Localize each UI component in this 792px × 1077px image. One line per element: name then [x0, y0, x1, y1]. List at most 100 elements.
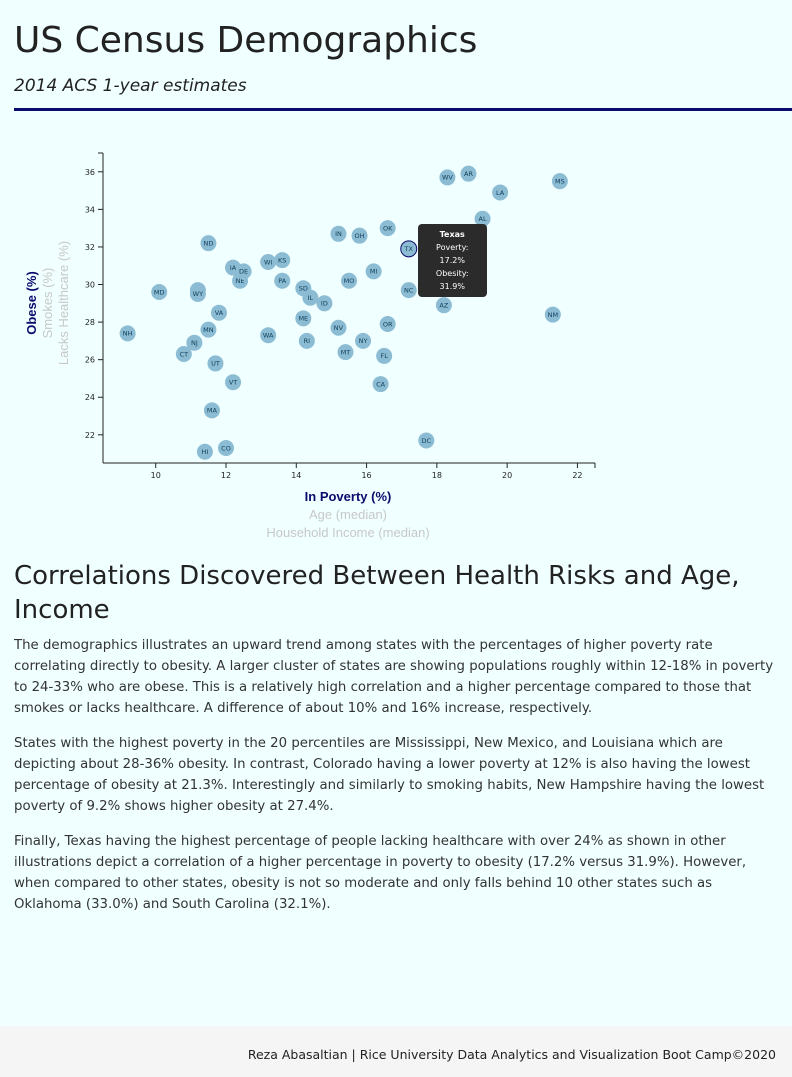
state-point: [175, 346, 192, 363]
x-axis-label[interactable]: In Poverty (%): [305, 489, 392, 504]
state-abbr-label: MS: [555, 177, 565, 185]
state-point: [151, 284, 168, 301]
state-point: [203, 402, 220, 419]
page-footer: Reza Abasaltian | Rice University Data A…: [0, 1026, 792, 1077]
page-title: US Census Demographics: [14, 20, 478, 61]
state-point: [274, 252, 291, 269]
state-point: [435, 297, 452, 314]
state-point: [225, 374, 242, 391]
state-abbr-label: LA: [496, 189, 505, 197]
analysis-paragraph: The demographics illustrates an upward t…: [14, 638, 774, 716]
state-abbr-label: WY: [193, 290, 203, 298]
state-point: [196, 443, 213, 460]
tooltip-title: Texas: [439, 229, 465, 239]
state-point: [551, 173, 568, 190]
x-tick-label: 18: [432, 471, 442, 480]
state-point: [200, 235, 217, 252]
state-abbr-label: WI: [264, 258, 272, 266]
state-point: [200, 321, 217, 338]
state-abbr-label: IL: [308, 294, 314, 302]
state-point: [379, 220, 396, 237]
state-abbr-label: VA: [215, 309, 224, 317]
state-abbr-label: PA: [278, 277, 287, 285]
state-abbr-label: MA: [207, 407, 218, 415]
analysis-paragraph: Finally, Texas having the highest percen…: [14, 834, 747, 912]
state-abbr-label: CT: [180, 350, 189, 358]
state-abbr-label: MD: [154, 288, 165, 296]
y-axis-label[interactable]: Lacks Healthcare (%): [56, 241, 71, 365]
state-abbr-label: MT: [341, 348, 351, 356]
state-abbr-label: RI: [304, 337, 311, 345]
y-tick-label: 34: [85, 205, 95, 214]
x-tick-label: 20: [502, 471, 512, 480]
state-abbr-label: OH: [355, 232, 365, 240]
state-point: [355, 332, 372, 349]
x-axis-label[interactable]: Household Income (median): [266, 525, 429, 540]
state-abbr-label: MN: [203, 326, 214, 334]
state-point: [492, 184, 509, 201]
state-point: [295, 310, 312, 327]
state-point: [186, 334, 203, 351]
y-axis-label[interactable]: Smokes (%): [40, 268, 55, 339]
tooltip-obesity: Obesity: 31.9%: [435, 268, 469, 291]
y-tick-label: 22: [85, 431, 95, 440]
x-axis-label[interactable]: Age (median): [309, 507, 387, 522]
header-divider: [14, 108, 792, 111]
state-point: [474, 210, 491, 227]
state-abbr-label: HI: [202, 448, 209, 456]
state-abbr-label: AR: [464, 170, 473, 178]
state-point: [460, 165, 477, 182]
state-abbr-label: WA: [263, 332, 274, 340]
state-point: [379, 315, 396, 332]
state-abbr-label: TX: [404, 245, 414, 253]
state-point: [372, 376, 389, 393]
state-point: [260, 327, 277, 344]
analysis-paragraph: States with the highest poverty in the 2…: [14, 736, 765, 814]
x-tick-label: 10: [151, 471, 161, 480]
state-abbr-label: NC: [404, 286, 414, 294]
state-abbr-label: MO: [344, 277, 355, 285]
state-point: [365, 263, 382, 280]
state-point: [544, 306, 561, 323]
page-subtitle: 2014 ACS 1-year estimates: [14, 76, 247, 96]
state-abbr-label: NY: [359, 337, 368, 345]
state-point: [439, 169, 456, 186]
y-tick-label: 28: [85, 318, 95, 327]
state-abbr-label: IA: [230, 264, 237, 272]
state-abbr-label: IN: [335, 230, 342, 238]
y-tick-label: 32: [85, 243, 95, 252]
state-point: [351, 227, 368, 244]
state-point: [330, 225, 347, 242]
y-axis-label[interactable]: Obese (%): [24, 271, 39, 335]
state-abbr-label: KS: [278, 256, 286, 264]
state-point: [316, 295, 333, 312]
state-abbr-label: CA: [376, 380, 386, 388]
state-point: [376, 347, 393, 364]
x-tick-label: 16: [361, 471, 371, 480]
state-point: [400, 282, 417, 299]
analysis-heading: Correlations Discovered Between Health R…: [14, 561, 740, 625]
state-abbr-label: NM: [548, 311, 558, 319]
state-abbr-label: OK: [383, 224, 393, 232]
state-point: [260, 253, 277, 270]
state-abbr-label: NH: [123, 330, 133, 338]
state-point: [210, 304, 227, 321]
x-tick-label: 12: [221, 471, 231, 480]
state-abbr-label: DC: [422, 437, 432, 445]
state-point: [418, 432, 435, 449]
state-abbr-label: CO: [221, 444, 231, 452]
state-point: [400, 240, 418, 258]
state-abbr-label: OR: [383, 320, 393, 328]
state-abbr-label: AZ: [439, 301, 448, 309]
state-abbr-label: AL: [479, 215, 487, 223]
scatter-chart: 101214161820222224262830323436NHMDAKWYCT…: [0, 111, 792, 551]
state-abbr-label: UT: [211, 360, 220, 368]
y-tick-label: 36: [85, 168, 95, 177]
state-point: [119, 325, 136, 342]
state-abbr-label: MI: [370, 268, 378, 276]
state-point: [298, 332, 315, 349]
state-abbr-label: VT: [229, 379, 237, 387]
state-point: [189, 285, 206, 302]
y-tick-label: 24: [85, 393, 95, 402]
state-abbr-label: FL: [380, 352, 388, 360]
